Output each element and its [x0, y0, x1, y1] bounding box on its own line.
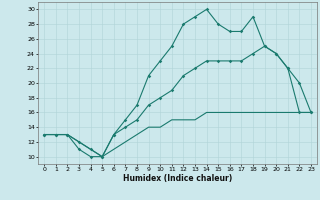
X-axis label: Humidex (Indice chaleur): Humidex (Indice chaleur) [123, 174, 232, 183]
